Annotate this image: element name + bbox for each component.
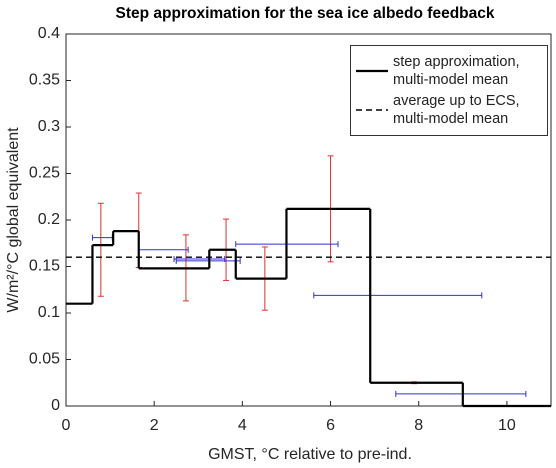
y-tick-label: 0.1 xyxy=(38,304,60,321)
legend-swatch xyxy=(356,69,388,73)
x-tick-label: 10 xyxy=(498,417,516,434)
x-tick-label: 6 xyxy=(326,417,335,434)
y-tick-label: 0.15 xyxy=(29,258,60,275)
y-tick-label: 0.2 xyxy=(38,211,60,228)
x-tick-label: 0 xyxy=(62,417,71,434)
legend: step approximation, multi-model mean aver… xyxy=(350,45,548,136)
legend-item: step approximation, multi-model mean xyxy=(351,53,547,89)
x-tick-label: 2 xyxy=(150,417,159,434)
x-tick-label: 4 xyxy=(238,417,247,434)
y-tick-label: 0.35 xyxy=(29,72,60,89)
y-tick-label: 0.4 xyxy=(38,25,60,42)
y-tick-label: 0 xyxy=(51,397,60,414)
y-tick-label: 0.05 xyxy=(29,351,60,368)
y-axis-label: W/m²/°C global equivalent xyxy=(5,127,22,313)
x-axis-label: GMST, °C relative to pre-ind. xyxy=(208,446,412,463)
legend-swatch xyxy=(356,109,388,111)
x-tick-label: 8 xyxy=(414,417,423,434)
chart-title: Step approximation for the sea ice albed… xyxy=(116,5,495,22)
y-tick-label: 0.3 xyxy=(38,118,60,135)
y-tick-label: 0.25 xyxy=(29,165,60,182)
legend-label: step approximation, multi-model mean xyxy=(393,54,520,88)
legend-label: average up to ECS, multi-model mean xyxy=(393,93,520,127)
legend-item: average up to ECS, multi-model mean xyxy=(351,92,547,128)
